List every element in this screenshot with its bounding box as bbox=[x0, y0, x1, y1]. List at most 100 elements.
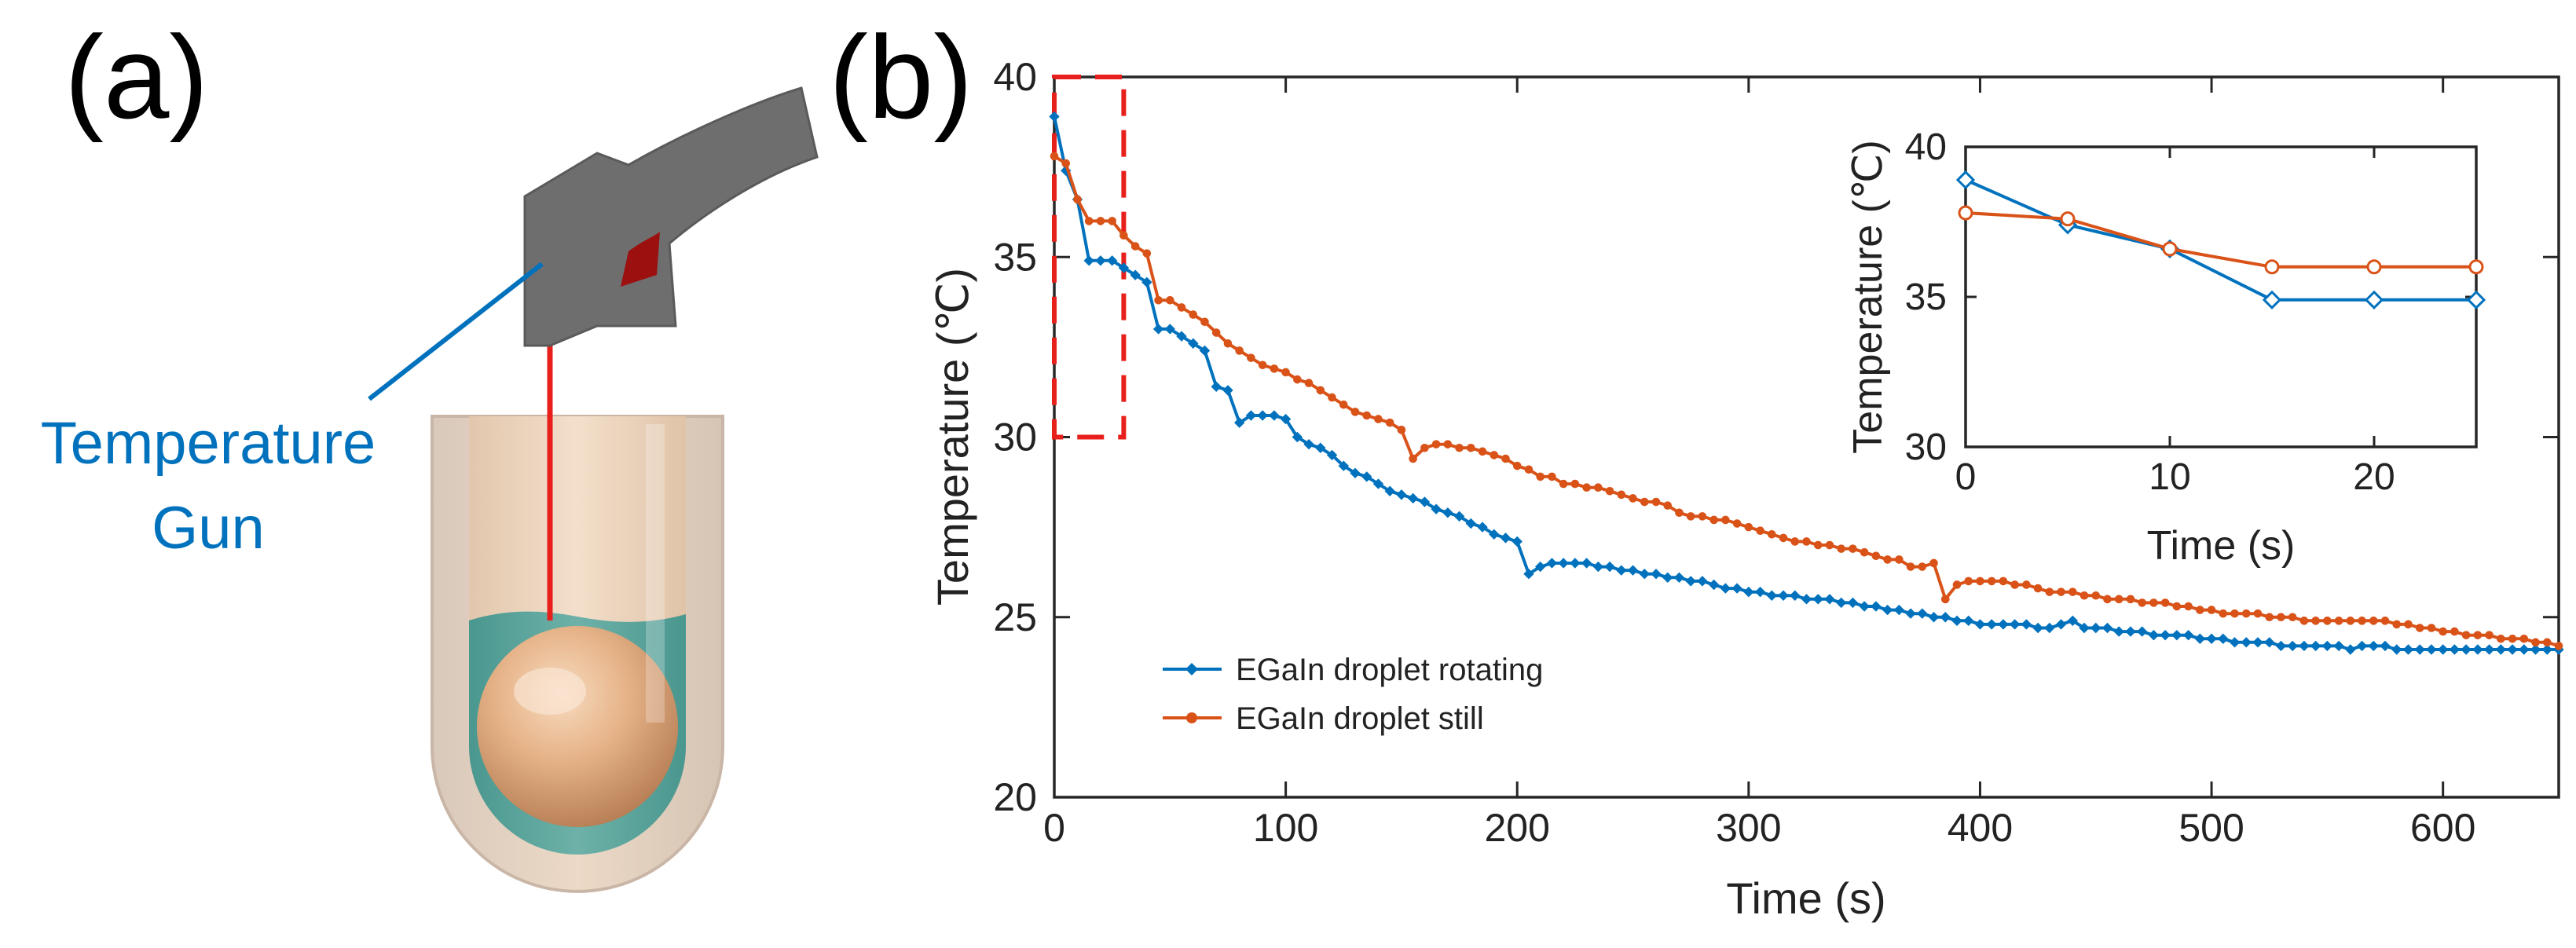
main-point-still bbox=[1779, 533, 1788, 543]
main-point-rotating bbox=[1106, 255, 1118, 266]
main-point-rotating bbox=[2206, 633, 2217, 644]
main-point-rotating bbox=[2345, 644, 2356, 655]
main-point-rotating bbox=[1963, 615, 1974, 627]
main-point-still bbox=[1617, 490, 1626, 500]
main-point-still bbox=[2288, 613, 2297, 622]
main-point-still bbox=[2241, 609, 2251, 618]
inset-point-rotating bbox=[2262, 290, 2282, 309]
main-point-rotating bbox=[1534, 561, 1546, 573]
main-point-still bbox=[1189, 310, 1198, 319]
main-point-still bbox=[1849, 544, 1857, 553]
main-point-rotating bbox=[2101, 622, 2113, 634]
main-point-still bbox=[1119, 231, 1128, 240]
main-point-still bbox=[1096, 217, 1105, 225]
main-point-still bbox=[2172, 602, 2182, 611]
main-point-rotating bbox=[1233, 417, 1245, 428]
main-point-still bbox=[1594, 483, 1603, 492]
main-point-rotating bbox=[2321, 640, 2333, 652]
main-point-rotating bbox=[2380, 640, 2391, 652]
main-point-rotating bbox=[1152, 324, 1164, 335]
main-highlight-group bbox=[1052, 75, 1127, 440]
inset-x-tick-label: 20 bbox=[2353, 456, 2395, 498]
main-point-still bbox=[1663, 501, 1673, 510]
main-point-still bbox=[1756, 526, 1764, 536]
main-x-tick-label: 0 bbox=[1043, 806, 1065, 850]
main-point-still bbox=[1976, 576, 1984, 586]
inset-point-still bbox=[2366, 259, 2382, 275]
main-point-rotating bbox=[1407, 492, 1419, 504]
main-point-rotating bbox=[1685, 576, 1696, 587]
main-point-still bbox=[2380, 617, 2390, 625]
main-y-tick-label: 20 bbox=[993, 775, 1037, 819]
main-point-still bbox=[2184, 602, 2193, 611]
main-point-still bbox=[1768, 529, 1776, 539]
main-point-still bbox=[1467, 443, 1475, 452]
main-point-still bbox=[1548, 472, 1556, 481]
main-point-rotating bbox=[1697, 576, 1708, 587]
main-y-tick-label: 30 bbox=[993, 415, 1037, 459]
inset-point-rotating bbox=[2466, 290, 2486, 309]
main-point-rotating bbox=[1188, 338, 1199, 349]
main-point-rotating bbox=[1859, 601, 1870, 612]
main-point-rotating bbox=[2090, 622, 2101, 634]
main-point-still bbox=[1929, 558, 1938, 568]
inset-chart: 0 10 20 30 35 40 Time (s) Temperature (℃) bbox=[1845, 126, 2486, 569]
main-point-still bbox=[1999, 576, 2008, 586]
inset-series-line-still bbox=[1965, 211, 2476, 269]
main-point-rotating bbox=[2264, 637, 2275, 648]
main-point-still bbox=[2138, 598, 2146, 607]
main-point-still bbox=[1328, 393, 1336, 402]
main-y-tick-label: 35 bbox=[993, 235, 1037, 279]
main-point-still bbox=[2219, 609, 2228, 618]
main-point-rotating bbox=[2449, 644, 2461, 655]
main-point-rotating bbox=[2287, 640, 2298, 652]
main-y-axis-label: Temperature (℃) bbox=[928, 268, 977, 606]
main-point-rotating bbox=[1743, 586, 1754, 598]
main-point-still bbox=[1235, 346, 1244, 355]
main-point-still bbox=[1883, 555, 1892, 564]
main-point-rotating bbox=[1442, 507, 1453, 518]
main-point-rotating bbox=[2009, 619, 2021, 630]
main-point-rotating bbox=[2495, 644, 2507, 655]
legend-marker-rotating bbox=[1185, 663, 1198, 675]
main-point-rotating bbox=[1095, 255, 1106, 266]
main-point-still bbox=[2427, 624, 2436, 632]
main-point-rotating bbox=[2079, 622, 2090, 634]
main-point-still bbox=[2554, 642, 2563, 650]
main-point-rotating bbox=[1315, 442, 1326, 453]
main-point-still bbox=[1108, 217, 1116, 225]
main-point-still bbox=[1270, 364, 1279, 373]
main-point-still bbox=[1790, 537, 1800, 546]
main-point-rotating bbox=[1141, 276, 1152, 288]
inset-point-still bbox=[2264, 259, 2280, 275]
tube-glare bbox=[646, 424, 665, 723]
main-point-rotating bbox=[2113, 626, 2124, 637]
main-point-still bbox=[1582, 483, 1591, 492]
main-point-still bbox=[1501, 454, 1510, 463]
main-y-tick-label: 25 bbox=[993, 595, 1037, 639]
main-point-rotating bbox=[1790, 590, 1801, 601]
main-point-still bbox=[1802, 537, 1811, 546]
main-point-rotating bbox=[1882, 604, 1893, 616]
legend-marker-still bbox=[1186, 712, 1197, 723]
main-point-still bbox=[1130, 242, 1140, 251]
main-point-rotating bbox=[2055, 619, 2067, 630]
main-point-rotating bbox=[1766, 590, 1778, 601]
main-point-still bbox=[1605, 486, 1614, 496]
main-point-still bbox=[2404, 620, 2413, 629]
main-point-rotating bbox=[2194, 633, 2206, 644]
main-point-rotating bbox=[2356, 640, 2368, 652]
inset-x-axis-label: Time (s) bbox=[2147, 523, 2296, 569]
main-point-rotating bbox=[1292, 431, 1303, 443]
main-point-rotating bbox=[2182, 629, 2194, 641]
main-point-rotating bbox=[1928, 612, 1940, 623]
main-point-still bbox=[1895, 555, 1904, 564]
main-point-rotating bbox=[1986, 619, 1997, 630]
main-point-still bbox=[1293, 375, 1302, 384]
main-point-rotating bbox=[2252, 637, 2263, 648]
main-point-rotating bbox=[1280, 413, 1292, 425]
main-point-still bbox=[1142, 249, 1152, 258]
main-point-rotating bbox=[1453, 511, 1465, 522]
main-point-still bbox=[2485, 631, 2494, 639]
